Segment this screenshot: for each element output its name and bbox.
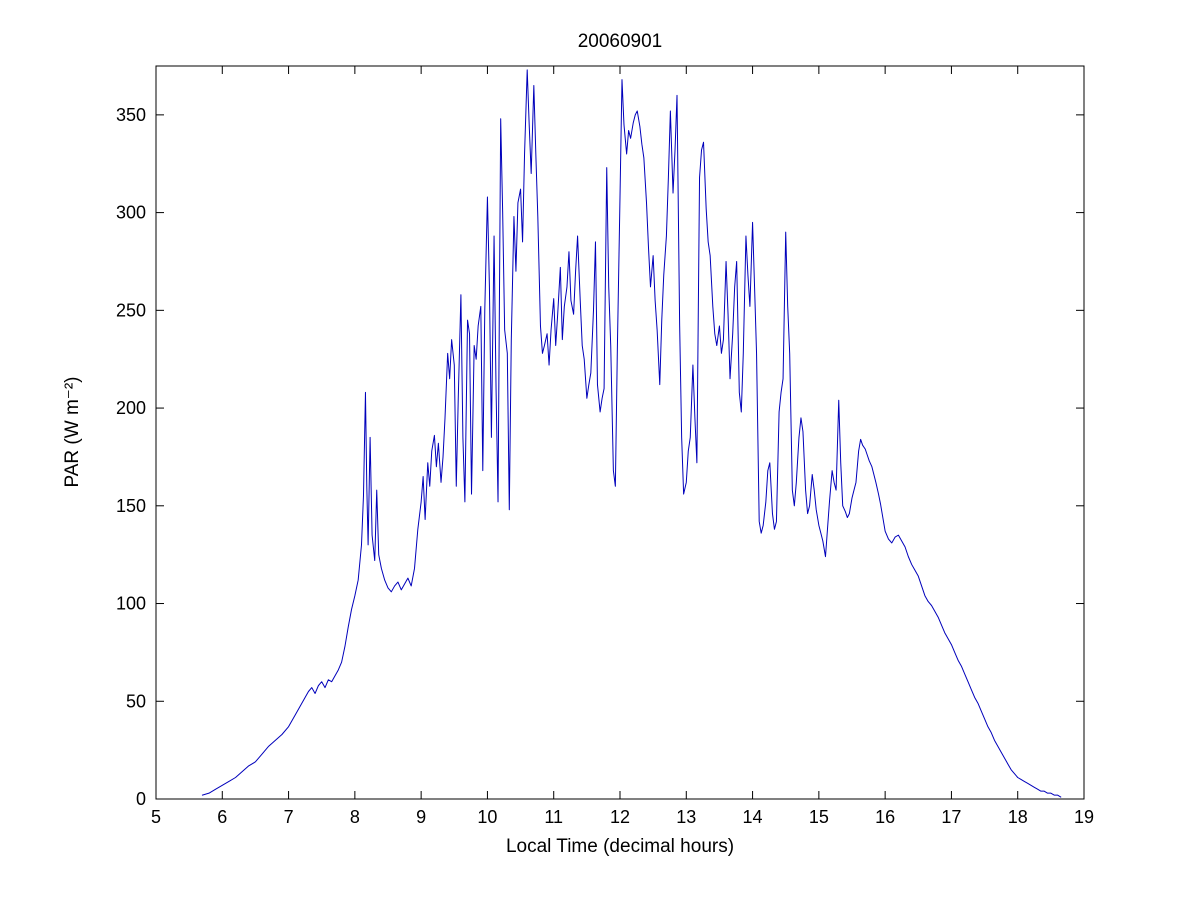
x-tick-label: 13	[676, 807, 696, 827]
x-tick-label: 6	[217, 807, 227, 827]
x-tick-label: 7	[284, 807, 294, 827]
x-tick-label: 11	[544, 807, 563, 827]
y-tick-label: 200	[116, 398, 146, 418]
x-tick-label: 14	[743, 807, 763, 827]
x-axis-label: Local Time (decimal hours)	[506, 836, 734, 857]
y-tick-label: 250	[116, 300, 146, 320]
y-tick-label: 350	[116, 105, 146, 125]
y-axis-label: PAR (W m⁻²)	[62, 377, 83, 488]
y-tick-label: 300	[116, 203, 146, 223]
x-tick-label: 16	[875, 807, 895, 827]
x-tick-label: 5	[151, 807, 161, 827]
y-tick-label: 0	[136, 789, 146, 809]
x-tick-label: 18	[1008, 807, 1028, 827]
y-tick-label: 150	[116, 496, 146, 516]
x-tick-label: 19	[1074, 807, 1094, 827]
x-tick-label: 8	[350, 807, 360, 827]
x-tick-label: 10	[477, 807, 497, 827]
x-tick-label: 9	[416, 807, 426, 827]
y-tick-label: 100	[116, 594, 146, 614]
x-tick-label: 17	[941, 807, 961, 827]
x-tick-label: 15	[809, 807, 829, 827]
y-tick-label: 50	[126, 691, 146, 711]
par-series-line	[201, 69, 1062, 798]
axis-tick-labels: 5 6 7 8 9 10 11 12 13 14 15 16 17 18 19 0 50 100 150 200 250…	[116, 105, 1094, 827]
chart-title: 20060901	[578, 31, 663, 52]
x-tick-label: 12	[610, 807, 630, 827]
axis-ticks	[155, 66, 1085, 800]
